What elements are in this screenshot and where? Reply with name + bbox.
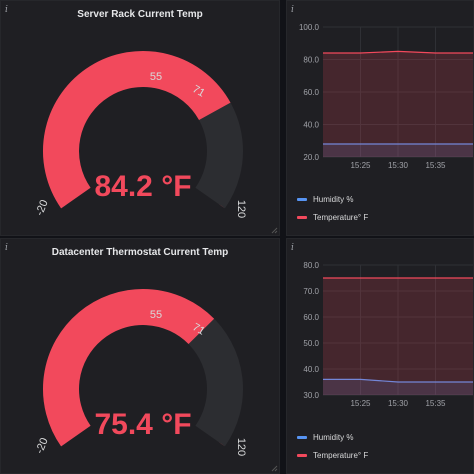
- gauge-label-max: 120: [235, 438, 247, 456]
- gauge-label-threshold-2: 71: [190, 321, 207, 338]
- timeseries-chart: 100.0 80.0 60.0 40.0 20.0 15:25 15:30 15:35: [299, 23, 473, 170]
- series-area-temperature: [323, 278, 473, 395]
- y-tick-label: 60.0: [303, 88, 319, 97]
- gauge-label-max: 120: [235, 200, 247, 218]
- series-area-humidity: [323, 379, 473, 395]
- legend-label: Humidity %: [313, 194, 354, 204]
- y-tick-label: 60.0: [303, 313, 319, 322]
- y-tick-label: 20.0: [303, 153, 319, 162]
- legend-item-temperature[interactable]: Temperature° F: [297, 211, 368, 223]
- x-tick-label: 15:30: [388, 161, 409, 170]
- chart-legend: Humidity % Temperature° F: [297, 193, 368, 229]
- legend-label: Temperature° F: [313, 450, 369, 460]
- series-area-humidity: [323, 144, 473, 157]
- panel-title: Server Rack Current Temp: [77, 9, 203, 20]
- gauge: -20 55 71 120 84.2 °F: [34, 51, 247, 218]
- gauge-label-min: -20: [34, 198, 51, 217]
- gauge-value-bar: [43, 51, 231, 209]
- series-area-temperature: [323, 51, 473, 157]
- server-rack-timeseries-panel: i 100.0 80.0 60.0 40.0 20.0 15:25 15:30 15:35 H…: [286, 0, 474, 236]
- gauge-value-bar: [43, 289, 215, 447]
- legend-item-humidity[interactable]: Humidity %: [297, 431, 368, 443]
- info-icon[interactable]: i: [5, 5, 8, 15]
- gauge-value: 75.4 °F: [94, 408, 191, 441]
- x-tick-label: 15:35: [425, 399, 446, 408]
- resize-handle-icon[interactable]: [271, 465, 278, 472]
- legend-item-temperature[interactable]: Temperature° F: [297, 449, 368, 461]
- x-tick-label: 15:30: [388, 399, 409, 408]
- legend-swatch: [297, 197, 307, 201]
- gauge-label-threshold-2: 71: [190, 83, 207, 100]
- series-line-humidity: [323, 378, 473, 383]
- gauge-label-threshold-1: 55: [150, 71, 162, 83]
- info-icon[interactable]: i: [291, 243, 294, 253]
- y-tick-label: 40.0: [303, 121, 319, 130]
- datacenter-thermostat-gauge-panel: i Datacenter Thermostat Current Temp -20…: [0, 238, 280, 474]
- resize-handle-icon[interactable]: [271, 227, 278, 234]
- gauge-label-threshold-1: 55: [150, 309, 162, 321]
- legend-swatch: [297, 435, 307, 439]
- legend-swatch: [297, 215, 307, 219]
- legend-item-humidity[interactable]: Humidity %: [297, 193, 368, 205]
- x-tick-label: 15:35: [425, 161, 446, 170]
- y-tick-label: 100.0: [299, 23, 320, 32]
- gauge-label-min: -20: [34, 436, 51, 455]
- y-tick-label: 80.0: [303, 261, 319, 270]
- info-icon[interactable]: i: [291, 5, 294, 15]
- datacenter-thermostat-timeseries-panel: i 80.0 70.0 60.0 50.0 40.0 30.0 15:25 15:30 15:3…: [286, 238, 474, 474]
- series-line-temperature: [323, 50, 473, 54]
- gauge-arcs: [43, 289, 243, 447]
- gauge-value: 84.2 °F: [94, 170, 191, 203]
- y-tick-label: 70.0: [303, 287, 319, 296]
- x-tick-label: 15:25: [350, 161, 371, 170]
- server-rack-gauge-panel: i Server Rack Current Temp -20 55 71 120…: [0, 0, 280, 236]
- x-tick-label: 15:25: [350, 399, 371, 408]
- gauge-arcs: [43, 51, 243, 209]
- info-icon[interactable]: i: [5, 243, 8, 253]
- y-tick-label: 30.0: [303, 391, 319, 400]
- gauge: -20 55 71 120 75.4 °F: [34, 289, 247, 456]
- timeseries-chart: 80.0 70.0 60.0 50.0 40.0 30.0 15:25 15:30 15:35: [303, 261, 473, 408]
- legend-label: Humidity %: [313, 432, 354, 442]
- legend-swatch: [297, 453, 307, 457]
- chart-legend: Humidity % Temperature° F: [297, 431, 368, 467]
- y-tick-label: 40.0: [303, 365, 319, 374]
- y-tick-label: 80.0: [303, 56, 319, 65]
- panel-title: Datacenter Thermostat Current Temp: [51, 247, 229, 258]
- legend-label: Temperature° F: [313, 212, 369, 222]
- y-tick-label: 50.0: [303, 339, 319, 348]
